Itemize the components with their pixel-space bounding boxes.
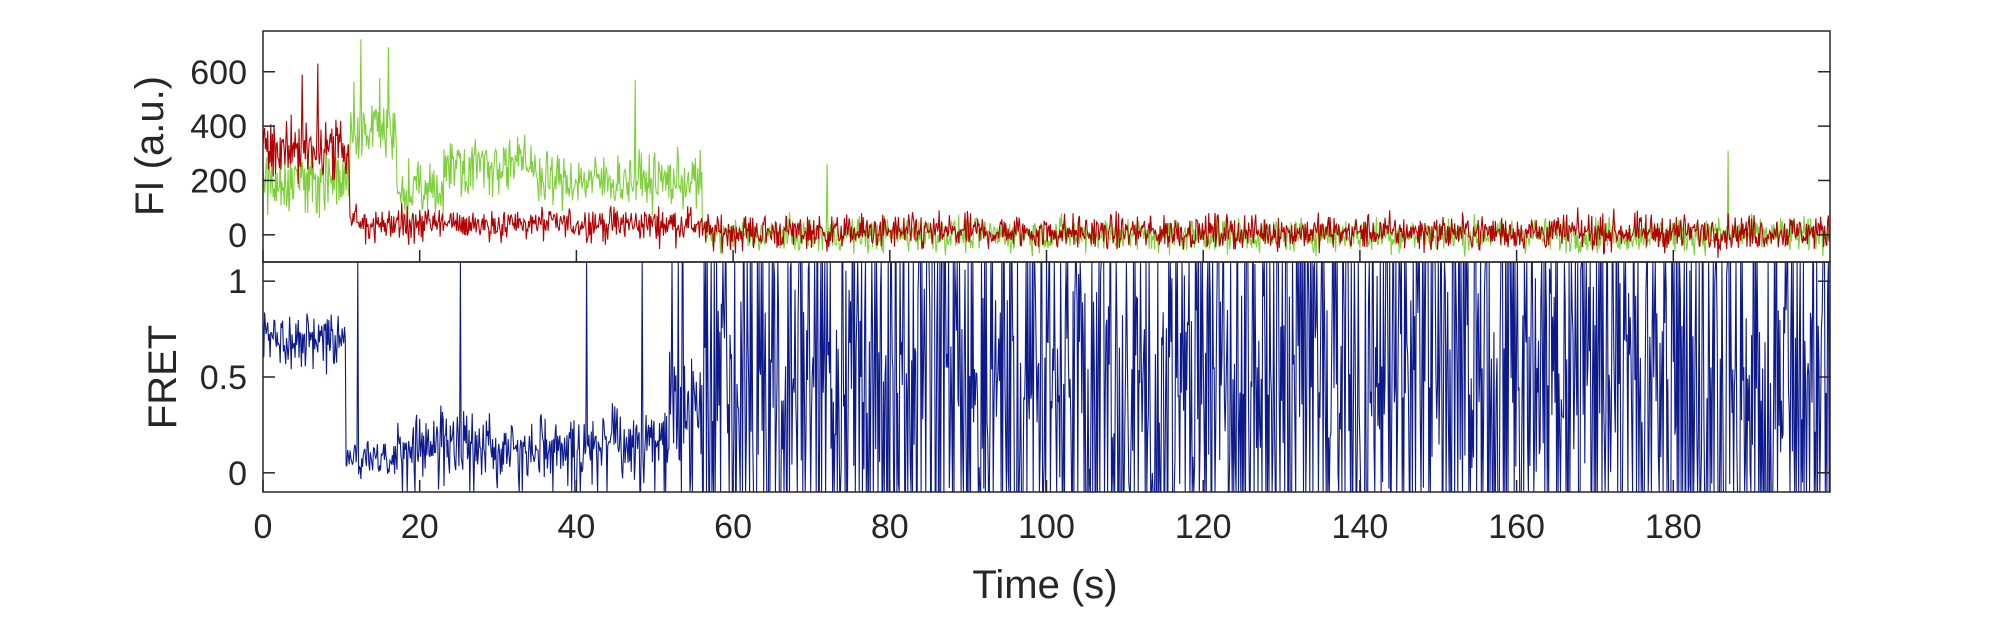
time-x-tick-label: 60 [714,508,752,546]
time-x-tick-label: 160 [1488,508,1545,546]
fret-y-tick-label: 0.5 [200,359,247,397]
intensity-y-axis-label: FI (a.u.) [128,76,172,216]
intensity-y-tick-label: 600 [190,54,247,92]
intensity-y-ticks: 0 200 400 600 [190,54,1830,255]
intensity-y-tick-label: 0 [228,217,247,255]
intensity-y-tick-label: 200 [190,162,247,200]
fret-y-ticks: 00.51 [200,263,1830,493]
time-x-tick-label: 120 [1175,508,1232,546]
time-x-tick-label: 40 [557,508,595,546]
intensity-y-tick-label: 400 [190,108,247,146]
intensity-series-1 [262,63,1831,258]
time-x-tick-label: 80 [871,508,909,546]
time-x-tick-label: 180 [1645,508,1702,546]
intensity-traces [262,39,1831,258]
time-x-ticks: 0 20 40 60 80 100 120 140 160 180 [254,250,1702,546]
intensity-panel: 0 200 400 600 FI (a.u.) [128,30,1831,263]
fret-y-axis-label: FRET [141,325,185,429]
time-x-tick-label: 100 [1018,508,1075,546]
fret-y-tick-label: 1 [228,263,247,301]
time-x-axis-label: Time (s) [972,563,1117,607]
fret-panel: 00.51 0 20 40 60 80 100 120 140 160 180 FRET Time… [141,250,1831,607]
time-x-tick-label: 0 [254,508,273,546]
time-x-tick-label: 140 [1332,508,1389,546]
time-x-tick-label: 20 [401,508,439,546]
fret-traces [262,260,1831,494]
fret-y-tick-label: 0 [228,455,247,493]
fret-series-0 [262,260,1831,494]
